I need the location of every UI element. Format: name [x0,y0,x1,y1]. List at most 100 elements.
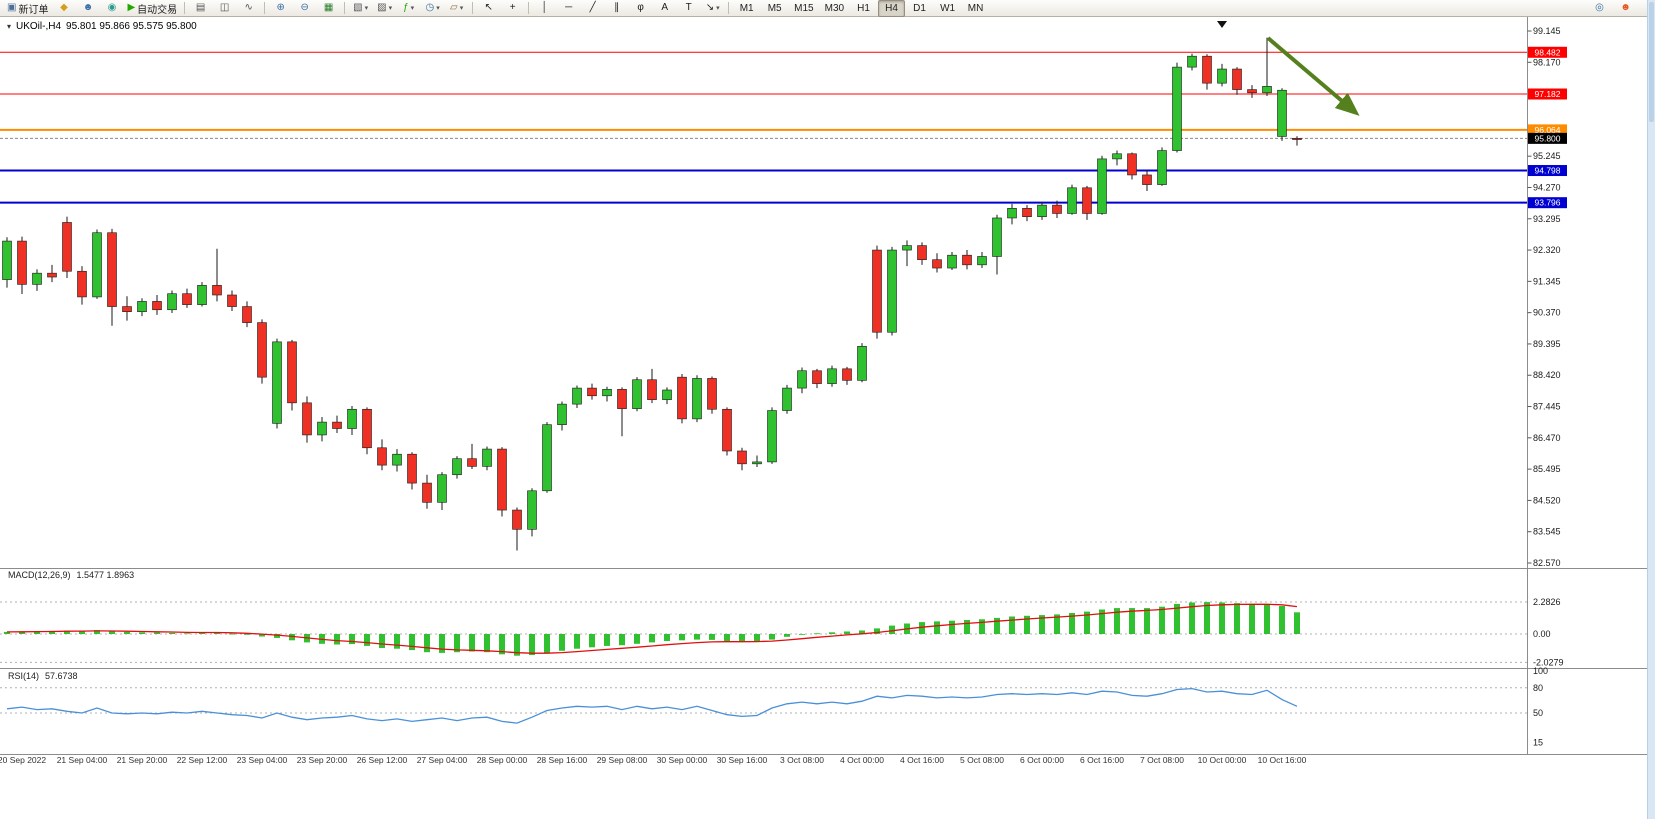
macd-histogram-bar [1159,606,1165,634]
fibonacci-tool-button[interactable]: φ [629,0,652,17]
rsi-value: 57.6738 [45,671,78,681]
new-order-label: 新订单 [18,4,49,16]
macd-histogram-bar [139,632,145,634]
timeframe-m15[interactable]: M15 [789,0,818,17]
horizontal-line-tool-button[interactable]: ─ [557,0,580,17]
macd-histogram-bar [784,634,790,637]
price-badge [1528,46,1567,58]
indicators-button[interactable]: ƒ ▾ [397,0,420,17]
vertical-line-tool-button[interactable]: │ [533,0,556,17]
search-icon: ◎ [1595,2,1604,13]
new-order-button[interactable]: ▣ 新订单 [4,0,51,17]
macd-histogram-bar [1144,608,1150,634]
zoom-out-button[interactable]: ⊖ [293,0,316,17]
macd-histogram-bar [1189,602,1195,634]
zoom-in-icon: ⊕ [276,2,285,13]
search-button[interactable]: ◎ [1588,0,1611,17]
candle-body [767,410,777,463]
timeframe-mn[interactable]: MN [962,0,989,17]
clock-icon: ◷ [425,2,435,13]
zoom-in-button[interactable]: ⊕ [269,0,292,17]
connection-status-button[interactable]: ☻ [1614,0,1637,17]
new-chart-button[interactable]: ▧ ▾ [349,0,372,17]
chart-background [0,17,1655,819]
macd-histogram-bar [814,633,820,635]
candle-body [1022,208,1032,217]
channel-tool-button[interactable]: ∥ [605,0,628,17]
candlestick-icon: ◫ [219,2,230,13]
candle-body [227,294,237,307]
chart-canvas[interactable]: 99.145 98.170 95.245 94.270 93.295 92.320 91.3… [0,17,1655,819]
profile-button[interactable]: ☻ [76,0,99,17]
one-click-trading-toggle[interactable]: ▾ [7,22,12,31]
price-tick-label: 83.545 [1533,527,1561,537]
bar-chart-button[interactable]: ▤ [189,0,212,17]
tile-windows-button[interactable]: ▦ [317,0,340,17]
timeframe-h1[interactable]: H1 [850,0,877,17]
periods-button[interactable]: ◷ ▾ [421,0,444,17]
label-tool-button[interactable]: T [677,0,700,17]
candle-body [587,387,597,397]
price-badge-label: 93.796 [1535,198,1561,208]
candle-body [902,245,912,251]
macd-histogram-bar [679,634,685,641]
vertical-scrollbar[interactable] [1647,0,1655,819]
candle-body [617,389,627,409]
arrows-tool-button[interactable]: ↘ ▾ [701,0,724,17]
scrollbar-thumb[interactable] [1649,2,1654,122]
time-tick-label: 26 Sep 12:00 [357,755,408,765]
trendline-tool-button[interactable]: ╱ [581,0,604,17]
time-tick-label: 6 Oct 16:00 [1080,755,1124,765]
line-chart-button[interactable]: ∿ [237,0,260,17]
price-axis[interactable]: 99.145 98.170 95.245 94.270 93.295 92.320 91.3… [1527,26,1568,747]
toolbar-separator [472,2,474,14]
auto-trading-button[interactable]: ▶ 自动交易 [124,0,180,17]
macd-histogram-bar [934,621,940,634]
time-tick-label: 4 Oct 16:00 [900,755,944,765]
candle-body [992,217,1002,257]
timeframe-m1[interactable]: M1 [733,0,760,17]
trend-arrow-annotation[interactable] [1266,36,1360,116]
cursor-button[interactable]: ↖ [477,0,500,17]
form-icon: ▣ [7,2,17,13]
fibonacci-icon: φ [637,2,644,13]
macd-histogram-bar [559,634,565,651]
chevron-down-icon: ▾ [410,4,415,12]
templates-button[interactable]: ▱ ▾ [445,0,468,17]
down-triangle-marker[interactable] [1217,21,1227,28]
macd-indicator-label: MACD(12,26,9) 1.5477 1.8963 [8,570,134,580]
price-badge-label: 95.800 [1535,133,1561,143]
time-tick-label: 29 Sep 08:00 [597,755,648,765]
price-tick-label: 90.370 [1533,308,1561,318]
time-tick-label: 21 Sep 04:00 [57,755,108,765]
market-sound-button[interactable]: ◉ [100,0,123,17]
text-tool-button[interactable]: A [653,0,676,17]
macd-histogram-bar [79,630,85,634]
macd-histogram-bar [394,634,400,649]
macd-histogram-bar [154,632,160,634]
candle-body [1247,89,1257,94]
time-tick-label: 10 Oct 16:00 [1258,755,1307,765]
profiles-button[interactable]: ▨ ▾ [373,0,396,17]
macd-histogram-bar [769,634,775,640]
price-tick-label: 99.145 [1533,26,1561,36]
chevron-down-icon: ▾ [436,4,440,12]
timeframe-m5[interactable]: M5 [761,0,788,17]
macd-histogram-bar [424,634,430,653]
macd-histogram-bar [169,632,175,634]
charts-group-button[interactable]: ◆ [52,0,75,17]
candle-body [707,378,717,410]
timeframe-m30[interactable]: M30 [820,0,849,17]
crosshair-button[interactable]: + [501,0,524,17]
macd-histogram-bar [379,634,385,648]
timeframe-d1[interactable]: D1 [906,0,933,17]
candlestick-chart-button[interactable]: ◫ [213,0,236,17]
auto-trading-label: 自动交易 [137,4,178,16]
macd-histogram-bar [529,634,535,655]
rsi-axis-label: 50 [1533,708,1543,718]
timeframe-h4[interactable]: H4 [878,0,906,17]
time-axis[interactable]: 20 Sep 2022 21 Sep 04:00 21 Sep 20:00 22 Se… [0,755,1307,765]
price-tick-label: 87.445 [1533,402,1561,412]
timeframe-w1[interactable]: W1 [934,0,961,17]
macd-histogram-bar [949,620,955,634]
